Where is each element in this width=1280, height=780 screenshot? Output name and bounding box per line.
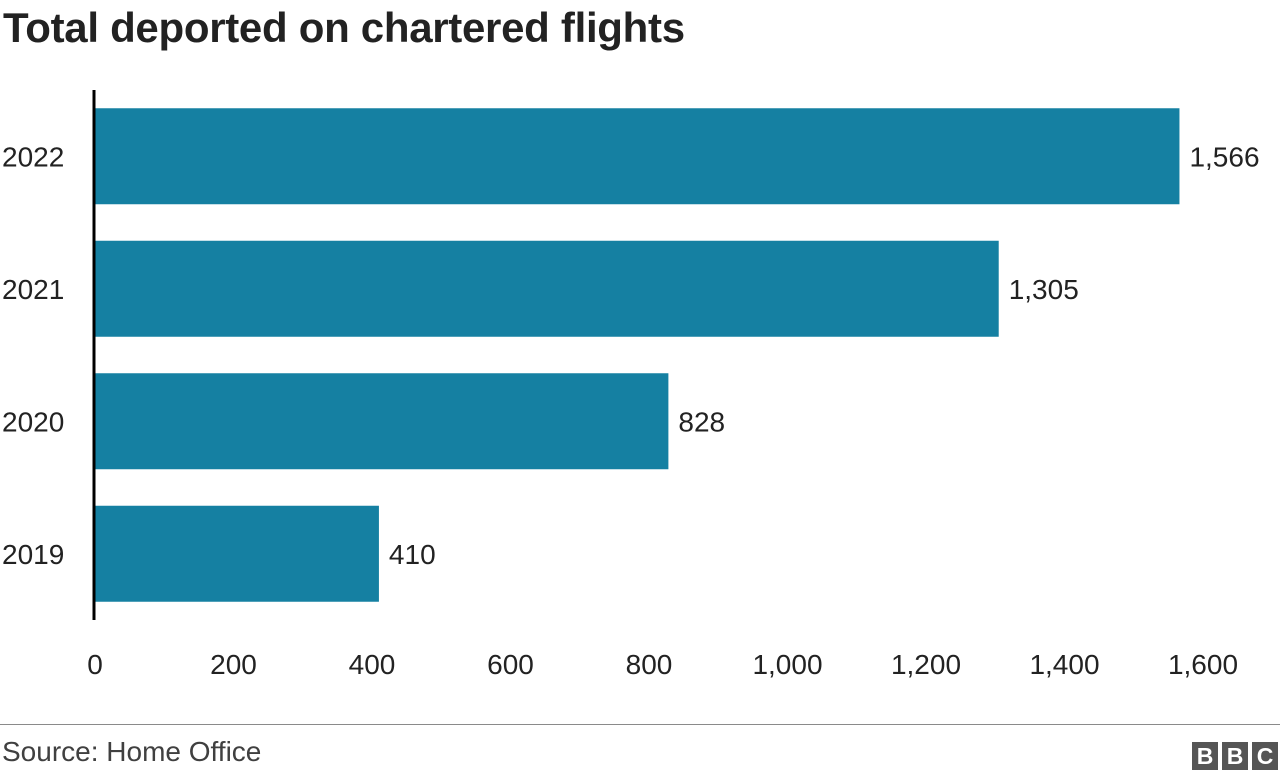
footer-divider	[0, 724, 1280, 725]
bar-2022	[95, 108, 1180, 205]
logo-letter-c: C	[1252, 742, 1278, 770]
x-tick-label-1200: 1,200	[891, 649, 961, 680]
bar-2019	[95, 505, 379, 602]
chart-title: Total deported on chartered flights	[3, 4, 685, 51]
x-tick-label-400: 400	[349, 649, 396, 680]
category-label-2020: 2020	[2, 406, 64, 437]
x-tick-label-0: 0	[87, 649, 103, 680]
x-tick-label-600: 600	[487, 649, 534, 680]
bar-2020	[95, 373, 669, 470]
x-tick-label-800: 800	[626, 649, 673, 680]
x-tick-label-1000: 1,000	[752, 649, 822, 680]
bar-chart: 2022 1,566 2021 1,305 2020 828 2019 410 0 200 400 6…	[2, 90, 1260, 680]
x-tick-label-200: 200	[210, 649, 257, 680]
source-note: Source: Home Office	[2, 736, 262, 767]
logo-letter-b2: B	[1222, 742, 1248, 770]
x-tick-label-1400: 1,400	[1029, 649, 1099, 680]
value-label-2019: 410	[389, 539, 436, 570]
category-label-2022: 2022	[2, 141, 64, 172]
bbc-logo: B B C	[1192, 742, 1278, 770]
category-label-2021: 2021	[2, 274, 64, 305]
bar-2021	[95, 240, 999, 337]
logo-letter-b1: B	[1192, 742, 1218, 770]
value-label-2020: 828	[678, 406, 725, 437]
value-label-2021: 1,305	[1009, 274, 1079, 305]
category-label-2019: 2019	[2, 539, 64, 570]
value-label-2022: 1,566	[1189, 141, 1259, 172]
x-tick-label-1600: 1,600	[1168, 649, 1238, 680]
